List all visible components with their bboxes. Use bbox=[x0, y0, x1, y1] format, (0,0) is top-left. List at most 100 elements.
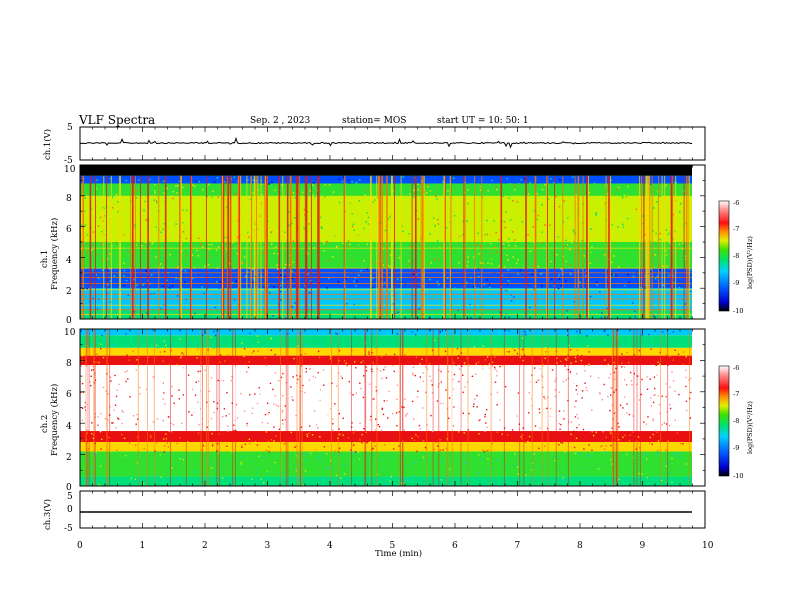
ch1-speckle bbox=[531, 278, 534, 281]
ch2-speckle bbox=[303, 484, 305, 486]
ch2-speckle bbox=[420, 478, 423, 481]
ch1-speckle bbox=[528, 198, 530, 201]
ch1-speckle bbox=[81, 300, 83, 302]
ch1-speckle bbox=[613, 255, 615, 257]
ch1-speckle bbox=[331, 248, 334, 251]
ch2-speckle bbox=[393, 353, 396, 356]
ch2-speckle bbox=[226, 481, 229, 484]
ch2-speckle bbox=[576, 354, 579, 357]
ch1-speckle bbox=[92, 258, 95, 260]
ch1-speckle bbox=[127, 250, 130, 253]
ch2-speckle bbox=[225, 342, 228, 344]
ch1-speckle bbox=[512, 205, 515, 208]
ch1-speckle bbox=[159, 256, 162, 259]
ch2-speckle bbox=[130, 477, 133, 480]
x-tick-label: 4 bbox=[327, 541, 333, 551]
ch1-speckle bbox=[289, 205, 291, 208]
ch1-speckle bbox=[522, 305, 524, 308]
ch1-speckle bbox=[155, 186, 157, 188]
ch1-speckle bbox=[441, 239, 444, 242]
ch2-speckle bbox=[372, 447, 374, 449]
ch2-speckle bbox=[336, 333, 338, 335]
ch2-speckle bbox=[618, 426, 620, 428]
ch1-speckle bbox=[481, 262, 484, 264]
ch1-speckle bbox=[380, 260, 382, 262]
ch1-waveform-panel: 5 -5 ch.1(V) bbox=[42, 123, 706, 166]
ch1-speckle bbox=[357, 234, 360, 237]
ch1-speckle bbox=[339, 237, 342, 239]
ch2-speckle bbox=[265, 449, 268, 451]
ch2-speckle bbox=[544, 398, 546, 400]
ch2-speckle bbox=[669, 372, 671, 374]
ch1-speckle bbox=[481, 196, 484, 199]
ch1-speckle bbox=[177, 184, 179, 187]
ch2-speckle bbox=[511, 429, 514, 431]
ch1-speckle bbox=[369, 223, 371, 226]
ch2-speckle bbox=[674, 390, 676, 392]
ch2-speckle bbox=[265, 469, 268, 472]
ch1-speckle bbox=[267, 209, 270, 211]
ch2-speckle bbox=[525, 363, 528, 365]
ch1-speckle bbox=[274, 189, 276, 192]
ch1-speckle bbox=[570, 222, 572, 225]
ch2-speckle bbox=[168, 454, 170, 456]
ch2-speckle bbox=[274, 482, 276, 484]
ch2-speckle bbox=[214, 334, 217, 337]
ch2-speckle bbox=[605, 445, 607, 447]
ch1-speckle bbox=[160, 231, 162, 233]
ch1-speckle bbox=[543, 208, 545, 210]
ch1-speckle bbox=[428, 239, 430, 241]
ch2-speckle bbox=[482, 365, 484, 367]
ch1-speckle bbox=[508, 238, 510, 240]
ch1-speckle bbox=[169, 287, 171, 289]
ch2-speckle bbox=[684, 350, 686, 352]
ch2-speckle bbox=[160, 476, 162, 478]
ch1-speckle bbox=[178, 213, 180, 215]
ch2-speckle bbox=[603, 338, 605, 341]
ch1-speckle bbox=[123, 274, 125, 277]
ch1-speckle bbox=[126, 192, 128, 195]
ch1-speckle bbox=[341, 239, 343, 241]
ch2-speckle bbox=[523, 334, 526, 337]
ch2-speckle bbox=[342, 482, 345, 484]
ch2-speckle bbox=[587, 345, 590, 348]
ch2-speckle bbox=[555, 350, 558, 352]
ch2-speckle bbox=[139, 393, 141, 395]
ch1-speckle bbox=[286, 281, 288, 283]
ch1-speckle bbox=[483, 241, 486, 243]
ch1-speckle bbox=[412, 273, 414, 275]
ch1-speckle bbox=[560, 284, 563, 287]
ch1-speckle bbox=[512, 309, 514, 312]
ch2-speckle bbox=[662, 348, 665, 351]
ch1-speckle bbox=[166, 187, 168, 190]
ch1-speckle bbox=[569, 176, 572, 179]
ch2-speckle bbox=[330, 355, 332, 358]
ch1-speckle bbox=[153, 195, 155, 197]
ch1-speckle bbox=[184, 281, 186, 283]
ch1-speckle bbox=[507, 280, 510, 282]
ch2-speckle bbox=[368, 353, 370, 355]
ch1-speckle bbox=[633, 312, 636, 314]
ch1-speckle bbox=[615, 205, 618, 208]
ch1-speckle bbox=[281, 281, 283, 283]
ch1-speckle bbox=[301, 286, 304, 288]
ch2-speckle bbox=[416, 432, 418, 434]
ch2-speckle bbox=[428, 406, 430, 408]
ch2-speckle bbox=[662, 450, 665, 452]
ch2-speckle bbox=[422, 409, 425, 412]
ch2-speckle bbox=[613, 363, 616, 365]
ch1-speckle bbox=[437, 294, 440, 296]
ch1-speckle bbox=[384, 201, 387, 203]
ch1-speckle bbox=[289, 202, 291, 205]
ch1-speckle bbox=[294, 302, 296, 304]
ch1-speckle bbox=[634, 310, 636, 313]
ch1-speckle bbox=[552, 295, 554, 298]
ch2-speckle bbox=[126, 370, 128, 372]
ch1-speckle bbox=[650, 267, 653, 270]
ch2-speckle bbox=[325, 444, 327, 446]
ch2-speckle bbox=[656, 361, 658, 363]
ch2-speckle bbox=[584, 420, 587, 422]
ch1-speckle bbox=[336, 245, 338, 248]
ch2-speckle bbox=[506, 345, 509, 347]
ch1-speckle bbox=[589, 295, 592, 298]
